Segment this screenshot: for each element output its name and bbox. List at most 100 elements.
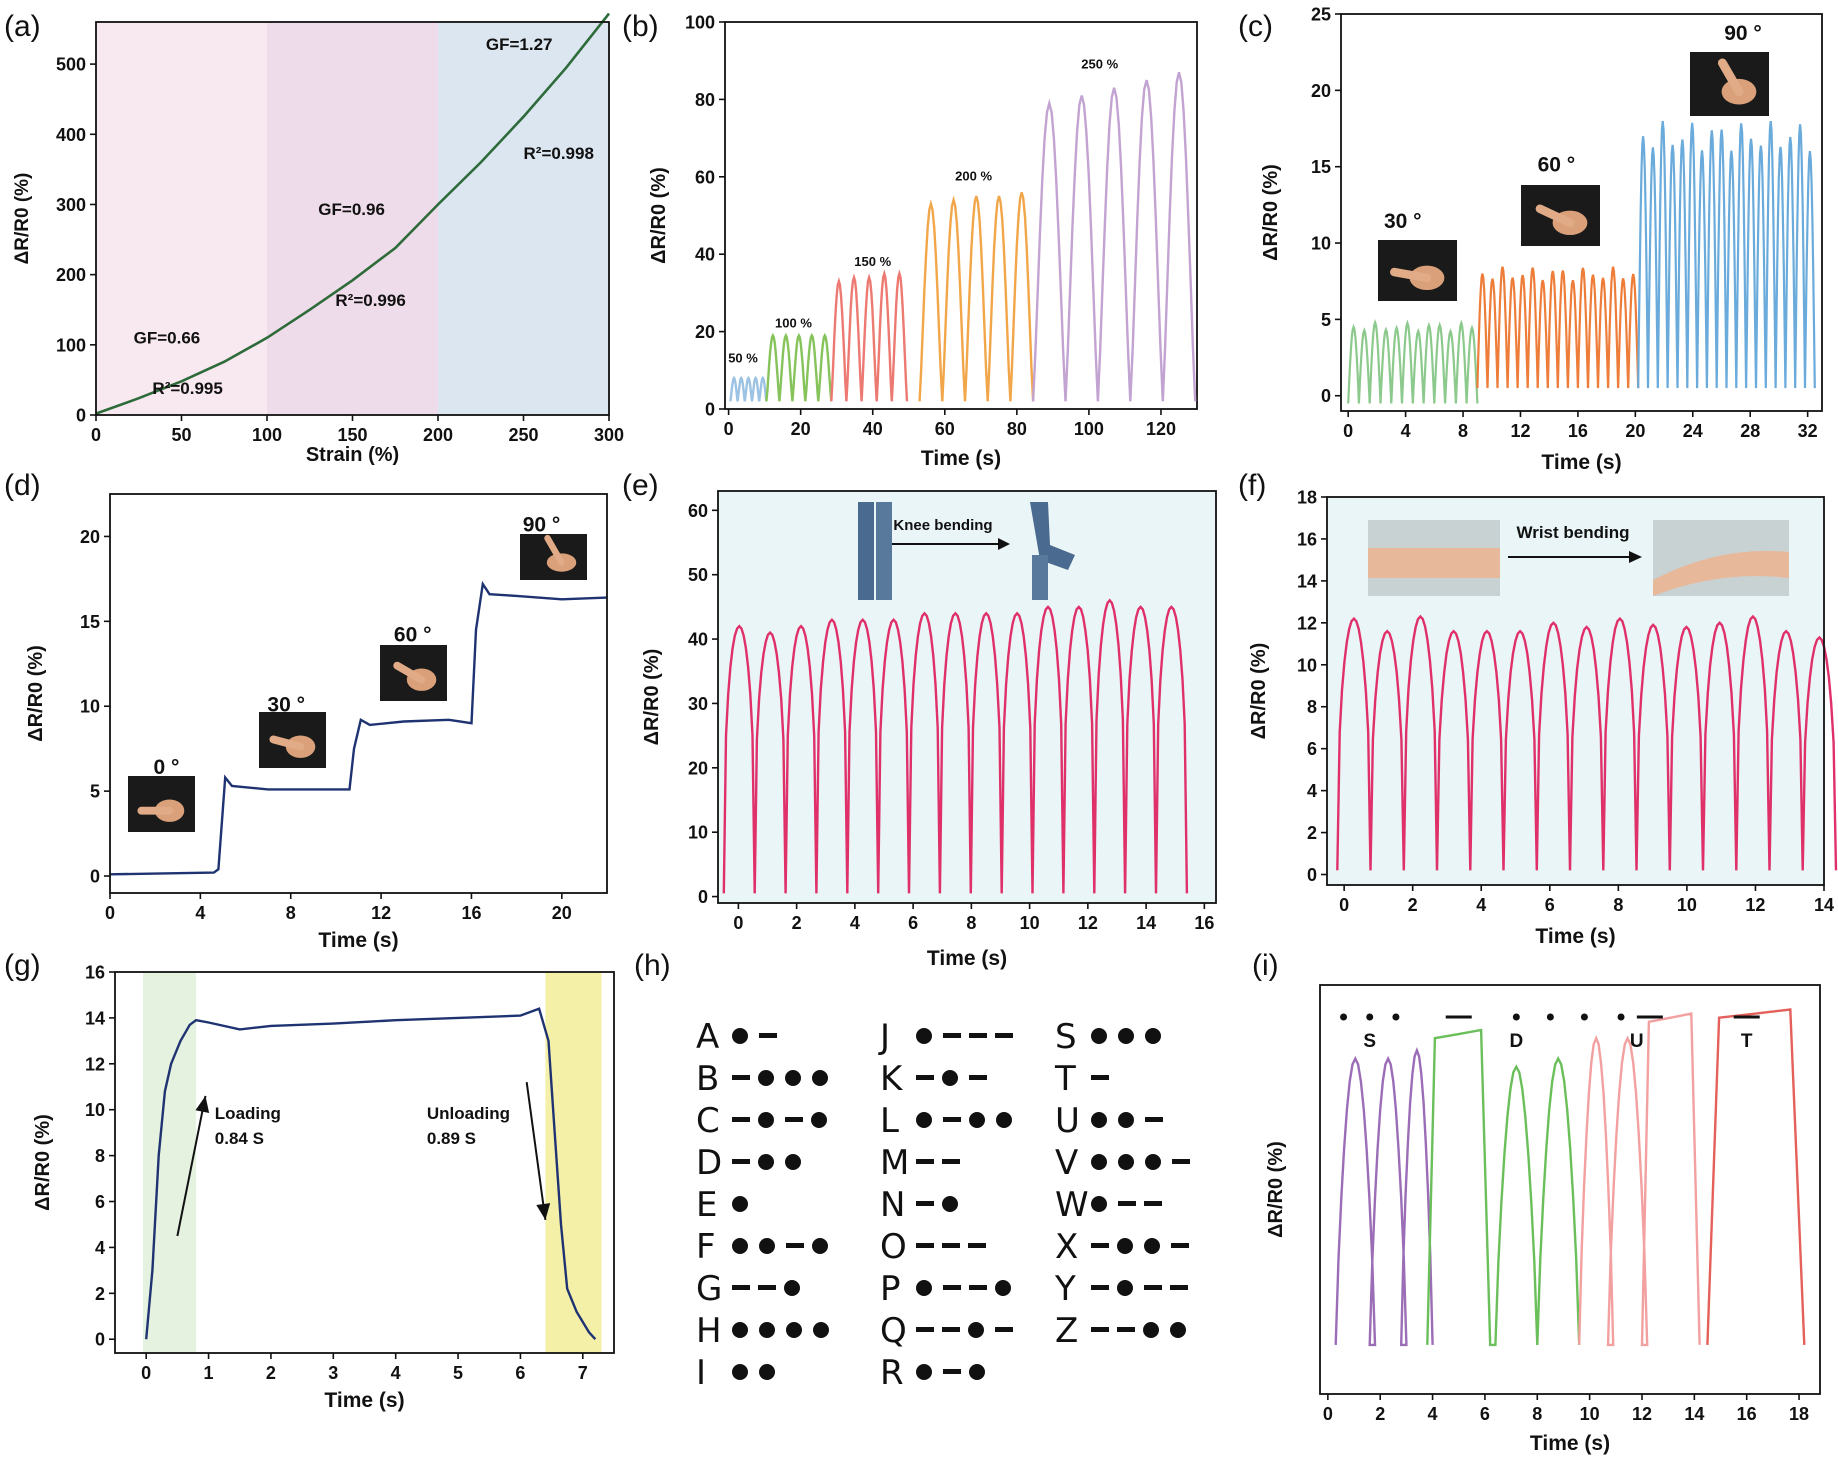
morse-letter: X <box>1055 1227 1078 1267</box>
morse-letter: H <box>696 1311 722 1351</box>
annotation: R²=0.995 <box>152 379 222 398</box>
x-tick-label: 150 <box>337 425 367 445</box>
arm-shape <box>1368 548 1500 578</box>
panel-label-a: (a) <box>4 10 41 43</box>
morse-dash <box>943 1369 961 1374</box>
series-label: 200 % <box>955 169 992 184</box>
y-tick-label: 16 <box>1297 529 1317 549</box>
morse-dash <box>1091 1243 1109 1248</box>
morse-dot <box>916 1364 932 1380</box>
morse-dot <box>786 1322 802 1338</box>
arrow-head <box>536 1203 551 1220</box>
y-axis-label: ΔR/R0 (%) <box>1265 1141 1287 1238</box>
morse-letter: F <box>696 1227 716 1267</box>
panel-label-g: (g) <box>4 949 41 982</box>
letter-S-line <box>1334 1046 1434 1347</box>
morse-dot <box>732 1028 748 1044</box>
standing-legs-photo <box>858 502 892 600</box>
x-tick-label: 12 <box>1078 913 1098 933</box>
series-50-line <box>729 375 768 402</box>
y-tick-label: 10 <box>1311 234 1331 254</box>
annotation: GF=0.66 <box>134 328 201 347</box>
x-tick-label: 8 <box>1613 895 1623 915</box>
morse-letter: J <box>878 1017 890 1057</box>
x-tick-label: 80 <box>1007 419 1027 439</box>
morse-dot <box>996 1112 1012 1128</box>
morse-mark-dash <box>1733 1015 1760 1019</box>
morse-letter: E <box>696 1185 717 1225</box>
x-tick-label: 4 <box>391 1363 401 1383</box>
bent-knee-photo <box>1030 502 1075 600</box>
morse-dot <box>759 1322 775 1338</box>
morse-dot <box>916 1028 932 1044</box>
plot-frame <box>724 21 1198 410</box>
angle-label: 60 ° <box>1538 153 1576 176</box>
x-tick-label: 10 <box>1020 913 1040 933</box>
x-tick-label: 12 <box>1510 421 1530 441</box>
y-tick-label: 50 <box>688 565 708 585</box>
morse-letter: Q <box>880 1311 907 1351</box>
angle-label: 90 ° <box>523 513 561 536</box>
y-axis-label: ΔR/R0 (%) <box>641 649 663 746</box>
x-axis-label: Time (s) <box>1530 1432 1610 1455</box>
letter-D-line <box>1426 1028 1581 1347</box>
morse-dot <box>759 1364 775 1380</box>
panel-label-e: (e) <box>622 469 659 502</box>
y-tick-label: 500 <box>56 55 86 75</box>
x-tick-label: 6 <box>1480 1404 1490 1424</box>
morse-dot <box>995 1280 1011 1296</box>
y-axis-label: ΔR/R0 (%) <box>1260 164 1282 261</box>
x-tick-label: 4 <box>195 903 205 923</box>
y-tick-label: 8 <box>95 1146 105 1166</box>
x-tick-label: 5 <box>453 1363 463 1383</box>
x-tick-label: 8 <box>286 903 296 923</box>
x-tick-label: 0 <box>1339 895 1349 915</box>
bent-wrist-photo <box>1653 520 1789 596</box>
morse-dash <box>1171 1243 1189 1248</box>
morse-dot <box>1143 1322 1159 1338</box>
bending-arrow-head <box>1629 551 1642 563</box>
plot-frame <box>1340 13 1823 412</box>
x-tick-label: 4 <box>1401 421 1411 441</box>
morse-letter: Y <box>1054 1269 1076 1309</box>
morse-dot <box>1091 1028 1107 1044</box>
panel-f-axes: 0 2 4 6 8 10 12 14 0 2 4 6 8 10 12 14 16 18 Time (s) ΔR/R0 … <box>1248 487 1834 948</box>
y-tick-label: 0 <box>698 887 708 907</box>
morse-dash <box>943 1285 961 1290</box>
morse-dot <box>1118 1154 1134 1170</box>
morse-letter: I <box>696 1353 706 1393</box>
angle-2-line <box>1476 266 1640 389</box>
panel-i-axes: 0 2 4 6 8 10 12 14 16 18 Time (s) ΔR/R0 (%) <box>1265 984 1821 1455</box>
y-tick-label: 10 <box>80 697 100 717</box>
morse-dot <box>785 1154 801 1170</box>
x-tick-label: 60 <box>935 419 955 439</box>
x-tick-label: 20 <box>552 903 572 923</box>
letter-T-line <box>1706 1008 1806 1345</box>
arm-shape <box>1653 550 1789 596</box>
morse-letter: B <box>696 1059 719 1099</box>
x-tick-label: 8 <box>1532 1404 1542 1424</box>
morse-letter: O <box>880 1227 907 1267</box>
y-tick-label: 4 <box>95 1238 105 1258</box>
x-tick-label: 0 <box>1343 421 1353 441</box>
x-tick-label: 2 <box>1408 895 1418 915</box>
finger-shape <box>1390 267 1432 283</box>
leg-shape <box>858 502 874 600</box>
x-tick-label: 0 <box>91 425 101 445</box>
y-tick-label: 6 <box>1307 739 1317 759</box>
morse-dash <box>732 1117 750 1122</box>
morse-mark-dot <box>1392 1013 1400 1021</box>
morse-dot <box>758 1154 774 1170</box>
annotation: R²=0.996 <box>335 291 405 310</box>
annotation: 0.89 S <box>427 1129 476 1148</box>
morse-dot <box>811 1112 827 1128</box>
morse-dot <box>812 1070 828 1086</box>
morse-dot <box>969 1112 985 1128</box>
x-tick-label: 18 <box>1789 1404 1809 1424</box>
panel-label-b: (b) <box>622 10 659 43</box>
y-tick-label: 5 <box>90 782 100 802</box>
x-tick-label: 0 <box>733 913 743 933</box>
arrow-shaft <box>176 1095 207 1237</box>
morse-dash <box>1172 1159 1190 1164</box>
morse-letter: D <box>696 1143 722 1183</box>
